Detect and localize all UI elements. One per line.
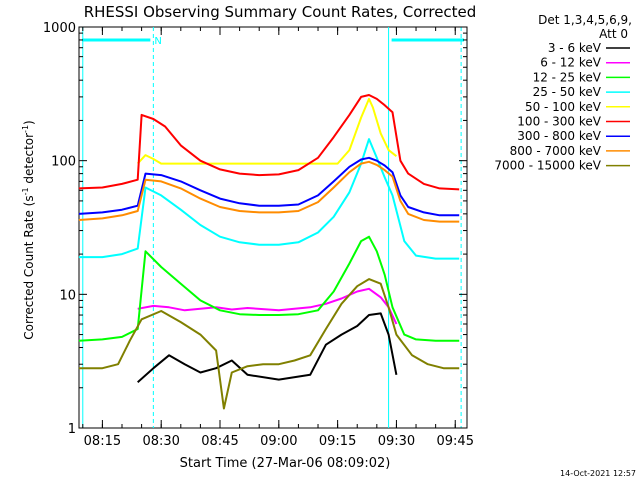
x-tick-label-09:45: 09:45	[437, 434, 474, 449]
series-line-25-50keV	[78, 138, 460, 260]
x-tick-label-08:15: 08:15	[84, 434, 121, 449]
x-tick-label-09:15: 09:15	[319, 434, 356, 449]
y-axis-label-sup1: -1	[21, 187, 30, 195]
series-line-100-300keV	[78, 94, 460, 191]
y-tick-label-1: 1	[68, 422, 76, 437]
y-tick-label-1000: 1000	[43, 21, 76, 36]
y-tick-label-100: 100	[51, 155, 76, 170]
legend-header-line1: Det 1,3,4,5,6,9,	[538, 13, 632, 27]
footer-timestamp: 14-Oct-2021 12:57	[560, 469, 636, 478]
series-line-3-6keV	[137, 312, 398, 383]
y-tick-label-10: 10	[59, 288, 76, 303]
legend-label-8: 7000 - 15000 keV	[494, 159, 601, 173]
x-axis-label: Start Time (27-Mar-06 08:09:02)	[180, 456, 391, 471]
legend-label-3: 25 - 50 keV	[533, 85, 602, 99]
y-axis-label-part-end: )	[22, 120, 36, 125]
legend-label-2: 12 - 25 keV	[533, 70, 602, 84]
plot-frame	[78, 26, 468, 429]
x-tick-label-09:30: 09:30	[378, 434, 415, 449]
series-line-6-12keV	[137, 287, 398, 325]
series-line-12-25keV	[78, 235, 460, 342]
night-bar-label-0: N	[154, 36, 161, 47]
series-line-50-100keV	[136, 97, 398, 165]
x-tick-label-09:00: 09:00	[260, 434, 297, 449]
x-tick-label-08:45: 08:45	[201, 434, 238, 449]
y-axis-label-part-mid: detector	[22, 133, 36, 188]
series-line-300-800keV	[78, 156, 460, 217]
series-line-800-7000keV	[78, 160, 460, 223]
x-tick-label-08:30: 08:30	[142, 434, 179, 449]
legend-label-0: 3 - 6 keV	[548, 41, 602, 55]
chart-title: RHESSI Observing Summary Count Rates, Co…	[84, 3, 477, 21]
legend-label-1: 6 - 12 keV	[540, 56, 602, 70]
y-axis-label: Corrected Count Rate (s-1 detector-1)	[21, 120, 36, 339]
plot-area: N 1 10 100 1000 08:15 08:30 08:45 09:00 09:15 09:3…	[43, 21, 474, 449]
legend-label-7: 800 - 7000 keV	[510, 144, 602, 158]
legend-header-line2: Att 0	[599, 27, 628, 41]
series-line-7000-15000keV	[78, 278, 460, 410]
legend-label-6: 300 - 800 keV	[517, 129, 601, 143]
legend-label-5: 100 - 300 keV	[517, 115, 601, 129]
y-axis-label-part-main: Corrected Count Rate (s	[22, 195, 36, 339]
y-axis-label-sup2: -1	[21, 125, 30, 133]
legend-label-4: 50 - 100 keV	[525, 100, 602, 114]
